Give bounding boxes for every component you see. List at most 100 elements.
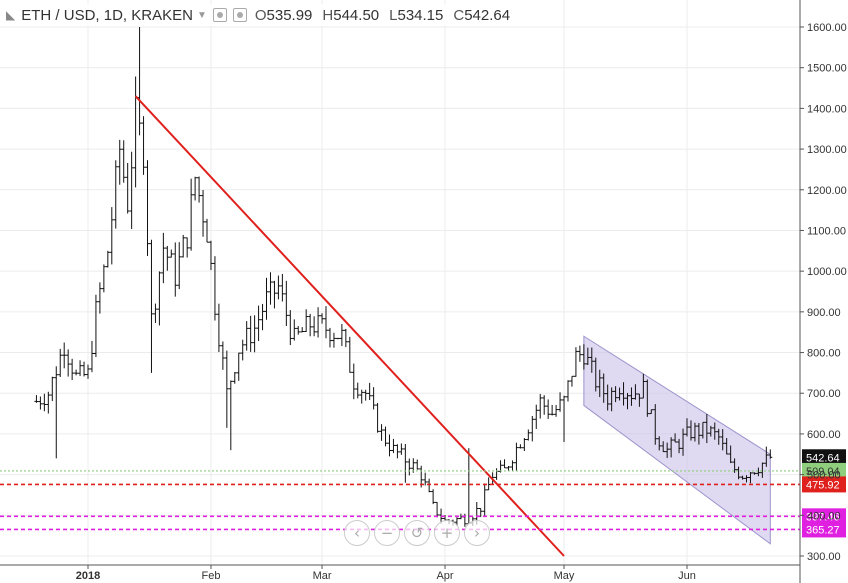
symbol-title[interactable]: ETH / USD, 1D, KRAKEN <box>21 6 193 24</box>
ohlc-bar <box>117 139 122 185</box>
trendline[interactable] <box>134 95 565 557</box>
ohlc-bar <box>133 76 138 188</box>
x-tick-label: Apr <box>436 570 453 582</box>
ohlc-bar <box>728 445 733 464</box>
ohlc-bar <box>312 316 317 337</box>
ohlc-bar <box>125 162 130 214</box>
open-value: 535.99 <box>266 6 313 24</box>
ohlc-bar <box>692 422 697 442</box>
ohlc-bar <box>736 466 741 480</box>
ohlc-bar <box>716 428 721 445</box>
ohlc-bar <box>268 272 273 305</box>
ohlc-bar <box>308 313 313 337</box>
ohlc-bar <box>625 392 630 410</box>
ohlc-bar <box>97 282 102 314</box>
ohlc-bar <box>649 409 654 415</box>
minus-icon: − <box>380 524 394 542</box>
ohlc-bar <box>129 151 134 230</box>
ohlc-bar <box>478 508 483 518</box>
scroll-left-button[interactable]: ‹ <box>344 520 370 546</box>
plus-icon: + <box>440 524 454 542</box>
ohlc-bar <box>550 404 555 416</box>
ohlc-bar <box>756 467 761 477</box>
scroll-right-button[interactable]: › <box>464 520 490 546</box>
x-tick-label: Feb <box>201 570 220 582</box>
ohlc-bar <box>244 321 249 351</box>
ohlc-bar <box>212 256 217 321</box>
collapse-arrow-icon[interactable]: ◣ <box>6 8 16 22</box>
ohlc-bar <box>327 327 332 348</box>
ohlc-bar <box>232 371 237 384</box>
y-tick-label: 700.00 <box>807 388 841 400</box>
ohlc-bar <box>300 327 305 333</box>
ohlc-bar <box>538 393 543 419</box>
ohlc-bar <box>506 465 511 471</box>
ohlc-bar <box>240 339 245 361</box>
ohlc-bar <box>379 424 384 441</box>
ohlc-bar <box>589 347 594 373</box>
ohlc-bar <box>740 475 745 480</box>
ohlc-bar <box>363 389 368 401</box>
ohlc-bar <box>645 379 650 417</box>
ohlc-bar <box>637 393 642 407</box>
ohlc-bar <box>760 462 765 478</box>
ohlc-bar <box>466 448 471 525</box>
ohlc-bar <box>339 324 344 347</box>
descending-channel[interactable] <box>583 335 771 545</box>
y-tick-label: 400.00 <box>807 510 841 522</box>
ohlc-bar <box>284 280 289 326</box>
ohlc-bar <box>375 402 380 433</box>
ohlc-bar <box>688 420 693 441</box>
ohlc-bar <box>482 483 487 517</box>
ohlc-bar <box>189 178 194 251</box>
ohlc-bar <box>558 392 563 412</box>
ohlc-bar <box>641 373 646 399</box>
ohlc-bar <box>105 250 110 268</box>
ohlc-bar <box>66 349 71 377</box>
ohlc-bar <box>617 387 622 401</box>
ohlc-bar <box>744 475 749 483</box>
ohlc-bar <box>427 478 432 493</box>
ohlc-bar <box>276 275 281 300</box>
ohlc-bar <box>228 380 233 451</box>
ohlc-low: L534.15 <box>389 7 443 24</box>
ohlc-bar <box>423 472 428 486</box>
ohlc-bar <box>42 393 47 412</box>
ohlc-bar <box>216 303 221 353</box>
ohlc-bar <box>264 277 269 320</box>
ohlc-bar <box>510 460 515 472</box>
y-tick-label: 1500.00 <box>807 63 847 75</box>
ohlc-bar <box>669 437 674 458</box>
ohlc-bar <box>621 382 626 406</box>
ohlc-bar <box>387 434 392 457</box>
ohlc-bar <box>534 404 539 429</box>
zoom-in-button[interactable]: + <box>434 520 460 546</box>
chevron-left-icon: ‹ <box>354 524 360 542</box>
y-tick-label: 1300.00 <box>807 144 847 156</box>
ohlc-bar <box>153 303 158 323</box>
y-tick-label: 1600.00 <box>807 22 847 34</box>
visibility-icon[interactable] <box>212 8 227 22</box>
x-tick-label: Jun <box>678 570 696 582</box>
reset-button[interactable]: ↺ <box>404 520 430 546</box>
ohlc-bar <box>149 239 154 373</box>
y-tick-label: 600.00 <box>807 429 841 441</box>
ohlc-bar <box>581 344 586 370</box>
ohlc-bar <box>704 414 709 444</box>
ohlc-bar <box>399 443 404 455</box>
ohlc-bar <box>74 369 79 376</box>
ohlc-bar <box>272 280 277 309</box>
level-label-bg <box>802 449 846 466</box>
ohlc-bar <box>141 116 146 175</box>
x-tick-label: Mar <box>313 570 332 582</box>
caret-down-icon[interactable]: ▼ <box>196 9 207 21</box>
settings-icon[interactable] <box>232 8 247 22</box>
ohlc-bar <box>248 315 253 352</box>
ohlc-bar <box>708 425 713 437</box>
zoom-out-button[interactable]: − <box>374 520 400 546</box>
ohlc-bar <box>593 357 598 392</box>
ohlc-bar <box>165 245 170 271</box>
ohlc-bar <box>316 307 321 338</box>
